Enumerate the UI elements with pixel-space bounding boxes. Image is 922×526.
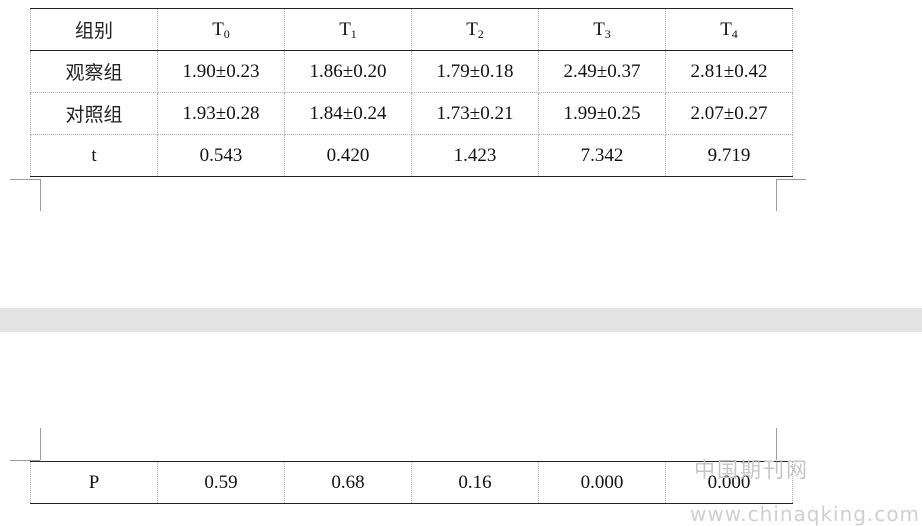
table-cell: 0.000 [665,461,793,504]
table-cell: 0.543 [157,134,285,177]
header-t0-base: T [212,18,224,40]
header-t2-sub: 2 [477,26,484,41]
table-cell: 1.79±0.18 [411,50,539,93]
crop-mark-bottom-left-horizontal [10,460,40,461]
table-cell: 2.49±0.37 [538,50,666,93]
table-cell: 1.90±0.23 [157,50,285,93]
header-t0: T0 [157,8,285,51]
crop-mark-top-right-horizontal [776,179,806,180]
header-t2-base: T [466,18,478,40]
table-cell: 0.16 [411,461,539,504]
row-label: 观察组 [30,50,158,93]
results-table-top: 组别 T0 T1 T2 T3 T4 观察组 1.90±0.23 1.86±0.2… [30,8,793,177]
table-cell: 7.342 [538,134,666,177]
table-cell: 2.07±0.27 [665,92,793,135]
crop-mark-bottom-right-vertical [776,428,777,460]
row-label: P [30,461,158,504]
table-cell: 0.68 [284,461,412,504]
table-row-control: 对照组 1.93±0.28 1.84±0.24 1.73±0.21 1.99±0… [30,92,793,135]
header-t4: T4 [665,8,793,51]
header-t4-sub: 4 [731,26,738,41]
header-t1-sub: 1 [350,26,357,41]
table-cell: 0.000 [538,461,666,504]
header-t0-sub: 0 [223,26,230,41]
watermark-site-name: 中国期刊网 [694,458,809,482]
table-cell: 1.84±0.24 [284,92,412,135]
table-row-t: t 0.543 0.420 1.423 7.342 9.719 [30,134,793,177]
table-header-row: 组别 T0 T1 T2 T3 T4 [30,8,793,51]
table-cell: 1.423 [411,134,539,177]
table-cell: 1.99±0.25 [538,92,666,135]
table-cell: 1.93±0.28 [157,92,285,135]
page-separator [0,308,922,332]
table-row-p: P 0.59 0.68 0.16 0.000 0.000 [30,461,793,504]
table-cell: 0.59 [157,461,285,504]
table-row-observation: 观察组 1.90±0.23 1.86±0.20 1.79±0.18 2.49±0… [30,50,793,93]
table-cell: 0.420 [284,134,412,177]
header-t2: T2 [411,8,539,51]
results-table-bottom: P 0.59 0.68 0.16 0.000 0.000 [30,461,793,504]
table-cell: 2.81±0.42 [665,50,793,93]
row-label: 对照组 [30,92,158,135]
crop-mark-top-right-vertical [776,179,777,211]
table-cell: 9.719 [665,134,793,177]
crop-mark-top-left-horizontal [10,179,40,180]
header-t3: T3 [538,8,666,51]
crop-mark-bottom-left-vertical [40,428,41,460]
row-label: t [30,134,158,177]
table-cell: 1.86±0.20 [284,50,412,93]
header-t3-base: T [593,18,605,40]
crop-mark-top-left-vertical [40,179,41,211]
header-t1-base: T [339,18,351,40]
header-t4-base: T [720,18,732,40]
header-t1: T1 [284,8,412,51]
header-group-label: 组别 [30,8,158,51]
watermark-url: www.chinaqking.com [690,502,921,526]
table-cell: 1.73±0.21 [411,92,539,135]
header-t3-sub: 3 [604,26,611,41]
